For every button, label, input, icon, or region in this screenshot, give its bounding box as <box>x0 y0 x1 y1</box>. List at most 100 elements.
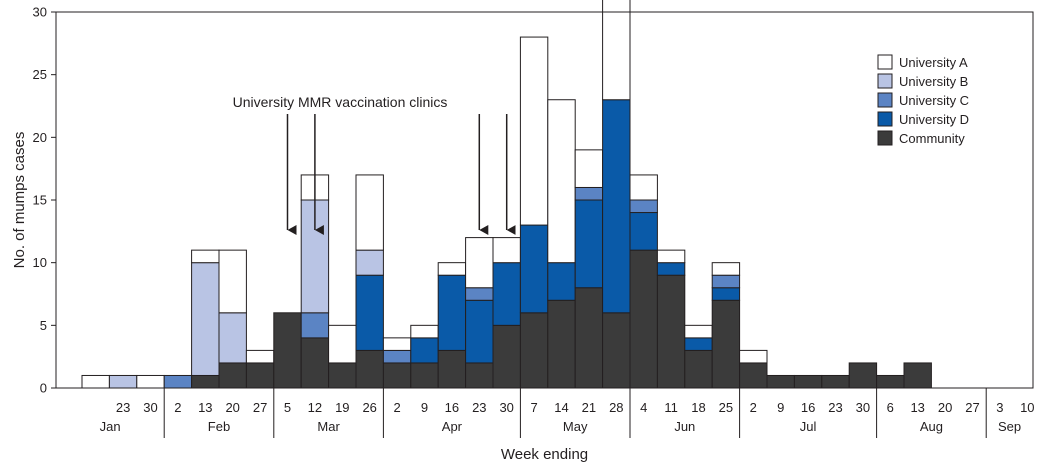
x-tick-label: 27 <box>965 400 979 415</box>
month-label: Sep <box>998 419 1021 434</box>
bar-university-c: University C: 2 <box>300 312 330 339</box>
x-tick-label: 6 <box>887 400 894 415</box>
bar-community: Community: 1 <box>876 374 905 389</box>
bar-community: Community: 1 <box>793 374 823 389</box>
bar-university-d: University D: 5 <box>492 262 521 326</box>
month-label: Jan <box>100 419 121 434</box>
bar-community: Community: 2 <box>382 362 412 389</box>
bar-university-a: University A: 5 <box>218 249 247 314</box>
x-tick-label: 23 <box>116 400 130 415</box>
bar-university-d: University D: 1 <box>656 262 686 276</box>
y-tick-label: 0 <box>40 381 47 396</box>
bar-community: Community: 9 <box>656 274 686 389</box>
bar-community: Community: 2 <box>245 362 275 389</box>
x-tick-label: 27 <box>253 400 267 415</box>
x-tick-label: 18 <box>691 400 705 415</box>
bar-university-a: University A: 6 <box>355 174 384 251</box>
legend-label: University A <box>899 55 968 70</box>
y-tick-label: 15 <box>33 193 47 208</box>
bar-community: Community: 11 <box>629 249 658 389</box>
bar-university-b: University B: 9 <box>191 262 220 376</box>
y-tick-label: 25 <box>33 67 47 82</box>
bar-university-d: University D: 1 <box>711 287 741 301</box>
legend-swatch <box>877 92 893 108</box>
bar-university-a: University A: 1 <box>81 374 110 389</box>
bar-university-c: University C: 1 <box>465 287 494 301</box>
x-tick-label: 2 <box>393 400 400 415</box>
bar-university-b: University B: 4 <box>218 312 247 364</box>
bar-community: Community: 1 <box>191 374 220 389</box>
x-tick-label: 28 <box>609 400 623 415</box>
bar-university-a: University A: 3 <box>328 324 357 364</box>
x-tick-label: 16 <box>445 400 459 415</box>
bar-university-a: University A: 15 <box>519 36 549 226</box>
x-tick-label: 5 <box>284 400 291 415</box>
legend-label: University C <box>899 93 969 108</box>
annotation: University MMR vaccination clinics <box>233 94 516 235</box>
bar-community: Community: 6 <box>519 312 549 389</box>
x-tick-label: 20 <box>225 400 239 415</box>
bar-community: Community: 1 <box>766 374 795 389</box>
y-tick-label: 20 <box>33 130 47 145</box>
plot-frame <box>55 11 1034 389</box>
month-label: Apr <box>442 419 463 434</box>
bar-university-c: University C: 1 <box>574 186 604 201</box>
bar-university-d: University D: 3 <box>547 262 576 301</box>
month-label: Aug <box>920 419 943 434</box>
legend-label: University B <box>899 74 968 89</box>
month-label: Mar <box>317 419 340 434</box>
legend: University A University B University C Univ… <box>877 54 969 146</box>
bar-university-a: University A: 2 <box>492 237 521 264</box>
bar-community: Community: 2 <box>739 362 768 389</box>
x-tick-label: 19 <box>335 400 349 415</box>
bar-community: Community: 2 <box>218 362 247 389</box>
x-tick-label: 4 <box>640 400 647 415</box>
bar-university-a: University A: 1 <box>382 337 412 351</box>
month-label: Feb <box>208 419 230 434</box>
legend-swatch <box>877 111 893 127</box>
bar-university-a: University A: 1 <box>136 374 165 389</box>
x-tick-label: 23 <box>472 400 486 415</box>
bar-community: Community: 5 <box>492 324 521 389</box>
bar-university-a: University A: 4 <box>465 237 494 289</box>
bar-community: Community: 6 <box>273 312 302 389</box>
legend-swatch <box>877 54 893 70</box>
legend-swatch <box>877 130 893 146</box>
y-axis-ticks: 0 5 10 15 20 25 30 <box>33 5 56 396</box>
legend-swatch <box>877 73 893 89</box>
x-tick-label: 30 <box>143 400 157 415</box>
bar-university-d: University D: 17 <box>602 99 631 314</box>
bar-university-d: University D: 2 <box>410 337 439 364</box>
bar-university-a: University A: 1 <box>739 349 768 364</box>
x-tick-label: 10 <box>1020 400 1034 415</box>
x-tick-label: 7 <box>530 400 537 415</box>
bar-university-a: University A: 1 <box>191 249 220 264</box>
bar-community: Community: 6 <box>602 312 631 389</box>
x-axis-title: Week ending <box>501 446 588 463</box>
bar-university-d: University D: 5 <box>465 299 494 364</box>
bar-university-a: University A: 13 <box>547 99 576 264</box>
bar-community: Community: 7 <box>547 299 576 389</box>
bar-university-d: University D: 1 <box>684 337 713 351</box>
bar-community: Community: 2 <box>848 362 878 389</box>
x-tick-label: 16 <box>801 400 815 415</box>
bar-university-a: University A: 12 <box>602 0 631 101</box>
x-tick-label: 21 <box>582 400 596 415</box>
legend-label: Community <box>899 131 965 146</box>
axes <box>55 11 1034 389</box>
bar-community: Community: 4 <box>300 337 330 389</box>
x-axis-ticks: 23 30 2 13 20 27 5 12 19 26 2 9 16 23 30 7 14 21 28 4 11 18 25… <box>116 400 1035 415</box>
bar-community: Community: 3 <box>355 349 384 389</box>
bar-university-a: University A: 1 <box>711 262 741 276</box>
bar-community: Community: 2 <box>903 362 932 389</box>
x-tick-label: 30 <box>856 400 870 415</box>
bar-university-a: University A: 1 <box>437 262 467 276</box>
bar-university-a: University A: 1 <box>684 324 713 339</box>
bar-community: Community: 2 <box>465 362 494 389</box>
bar-university-d: University D: 6 <box>355 274 384 351</box>
bar-university-d: University D: 7 <box>574 199 604 289</box>
bars: University A: 1University B: 1University… <box>81 0 932 389</box>
x-tick-label: 2 <box>174 400 181 415</box>
x-tick-label: 9 <box>777 400 784 415</box>
